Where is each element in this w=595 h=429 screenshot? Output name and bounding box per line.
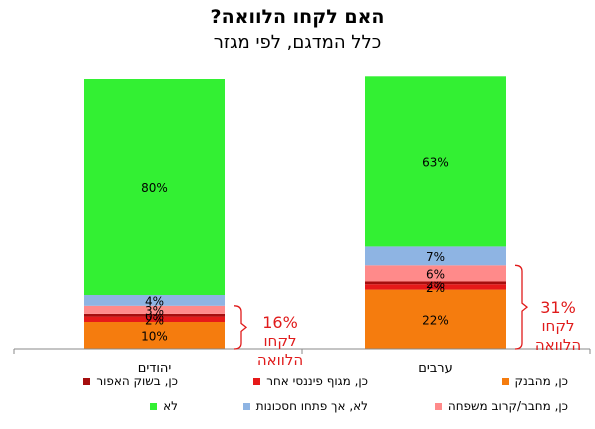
legend-label: כן, מהבנק: [514, 374, 569, 388]
bar-segment: [84, 79, 225, 295]
data-label: 22%: [422, 313, 449, 327]
loan-callout: 16% לקחו הלוואה: [250, 313, 310, 370]
legend-swatch: [253, 377, 261, 385]
data-label: 80%: [141, 181, 168, 195]
callout-bracket: [514, 264, 529, 350]
callout-text: הלוואה: [534, 336, 582, 354]
bar-segment: [365, 289, 506, 349]
legend-swatch: [434, 402, 442, 410]
bar-segment: [84, 322, 225, 349]
bar-segment: [365, 246, 506, 266]
legend-label: לא, אך פתחו חסכונות: [255, 399, 368, 413]
data-label: 63%: [422, 155, 449, 169]
data-label: 4%: [145, 294, 164, 308]
legend-swatch: [501, 377, 509, 385]
data-label: 2%: [426, 281, 445, 295]
data-label: 3%: [145, 304, 164, 318]
data-label: 6%: [426, 267, 445, 281]
legend-item: לא: [150, 399, 178, 413]
legend-label: לא: [163, 399, 178, 413]
data-label: 7%: [426, 250, 445, 264]
x-tick-label: ערבים: [418, 361, 453, 376]
bar-segment: [365, 76, 506, 247]
legend-swatch: [83, 377, 91, 385]
chart-title: האם לקחו הלוואה?: [210, 6, 385, 28]
chart-subtitle: כלל המדגם, לפי מגזר: [213, 32, 382, 53]
bar-segment: [365, 265, 506, 282]
x-tick-label: יהודים: [138, 361, 172, 376]
data-label: 10%: [141, 330, 168, 344]
callout-text: 16%: [262, 313, 298, 332]
loan-callout: 31% לקחו הלוואה: [528, 298, 588, 355]
legend-swatch: [150, 402, 158, 410]
callout-text: 31%: [540, 298, 576, 317]
legend-item: כן, מגוף פיננסי אחר: [253, 374, 368, 388]
legend-label: כן, בשוק האפור: [96, 374, 178, 388]
bar-segment: [84, 305, 225, 314]
bar-segment: [84, 313, 225, 317]
bar-segment: [365, 281, 506, 285]
data-label: 2%: [145, 313, 164, 327]
legend-swatch: [242, 402, 250, 410]
bar-segment: [84, 316, 225, 322]
legend-item: כן, מהבנק: [501, 374, 569, 388]
callout-text: לקחו: [541, 317, 575, 335]
bar-segment: [84, 295, 225, 306]
legend-label: כן, מגוף פיננסי אחר: [266, 374, 368, 388]
legend-item: כן, מחבר/קרוב משפחה: [434, 399, 568, 413]
callout-bracket: [233, 305, 248, 350]
legend-item: כן, בשוק האפור: [83, 374, 178, 388]
legend-item: לא, אך פתחו חסכונות: [242, 399, 368, 413]
callout-text: הלוואה: [256, 351, 304, 369]
legend-label: כן, מחבר/קרוב משפחה: [447, 399, 568, 413]
bar-segment: [365, 284, 506, 290]
callout-text: לקחו: [263, 332, 297, 350]
